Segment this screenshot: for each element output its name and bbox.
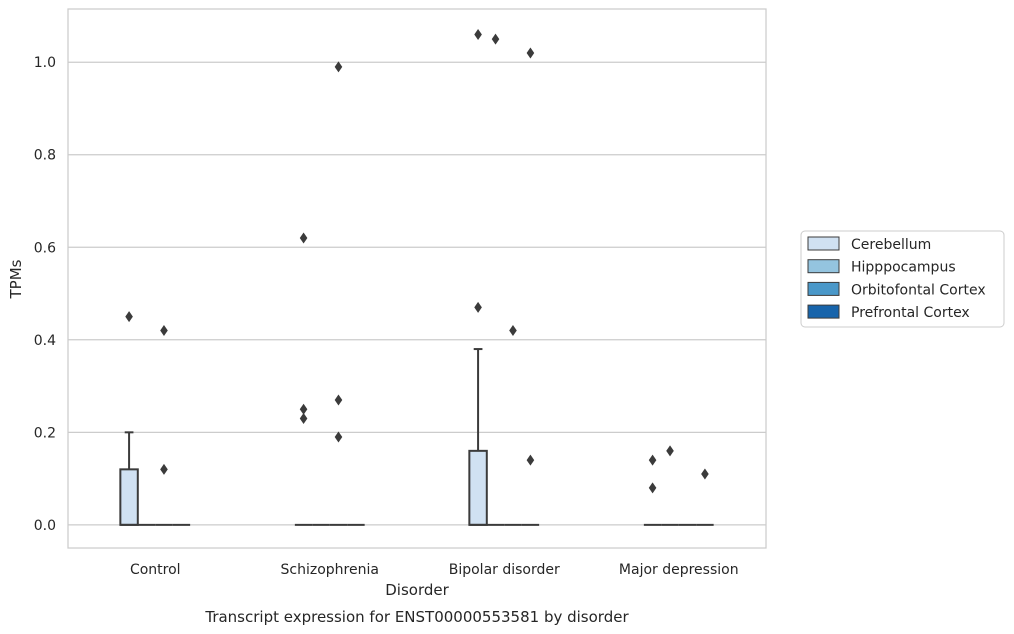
y-tick-label: 0.2 bbox=[34, 425, 56, 441]
legend: Cerebellum Hipppocampus Orbitofontal Corte… bbox=[800, 230, 1005, 328]
y-tick-labels: 0.0 0.2 0.4 0.6 0.8 1.0 bbox=[34, 55, 56, 534]
outlier-point bbox=[648, 454, 657, 466]
outliers bbox=[125, 28, 709, 494]
outlier-point bbox=[648, 482, 657, 494]
legend-swatch bbox=[807, 259, 840, 274]
outlier-point bbox=[701, 468, 709, 480]
x-tick-label: Schizophrenia bbox=[281, 562, 379, 578]
outlier-point bbox=[491, 33, 500, 45]
x-tick-label: Control bbox=[130, 562, 181, 578]
x-tick-label: Major depression bbox=[619, 562, 739, 578]
legend-label: Prefrontal Cortex bbox=[851, 305, 970, 321]
outlier-point bbox=[125, 311, 133, 323]
box bbox=[468, 449, 488, 526]
outlier-point bbox=[334, 431, 343, 443]
outlier-point bbox=[299, 412, 308, 424]
outlier-point bbox=[299, 232, 308, 244]
legend-swatch bbox=[807, 236, 840, 251]
y-tick-label: 0.0 bbox=[34, 518, 56, 534]
y-tick-label: 0.4 bbox=[34, 333, 56, 349]
y-tick-label: 0.8 bbox=[34, 148, 56, 164]
outlier-point bbox=[160, 325, 168, 337]
outlier-point bbox=[526, 47, 535, 59]
plot-area-frame bbox=[67, 8, 767, 549]
outlier-point bbox=[474, 301, 482, 313]
legend-swatch bbox=[807, 281, 840, 296]
y-tick-label: 1.0 bbox=[34, 55, 56, 71]
legend-swatch bbox=[807, 304, 840, 319]
outlier-point bbox=[334, 394, 343, 406]
outlier-point bbox=[526, 454, 535, 466]
outlier-point bbox=[666, 445, 674, 457]
y-tick-label: 0.6 bbox=[34, 240, 56, 256]
x-tick-label: Bipolar disorder bbox=[449, 562, 560, 578]
x-tick-labels: Control Schizophrenia Bipolar disorder Majo… bbox=[130, 562, 739, 578]
outlier-point bbox=[299, 403, 308, 415]
legend-label: Cerebellum bbox=[851, 237, 931, 253]
legend-label: Orbitofontal Cortex bbox=[851, 282, 986, 298]
box bbox=[119, 468, 139, 526]
chart-caption: Transcript expression for ENST0000055358… bbox=[204, 608, 629, 626]
outlier-point bbox=[334, 61, 343, 73]
legend-frame bbox=[800, 230, 1005, 328]
outlier-point bbox=[474, 28, 482, 40]
legend-label: Hipppocampus bbox=[851, 260, 956, 276]
x-axis-title: Disorder bbox=[385, 581, 449, 599]
outlier-point bbox=[160, 463, 168, 475]
boxes bbox=[119, 348, 714, 526]
y-axis-title: TPMs bbox=[7, 259, 25, 299]
outlier-point bbox=[509, 325, 517, 337]
